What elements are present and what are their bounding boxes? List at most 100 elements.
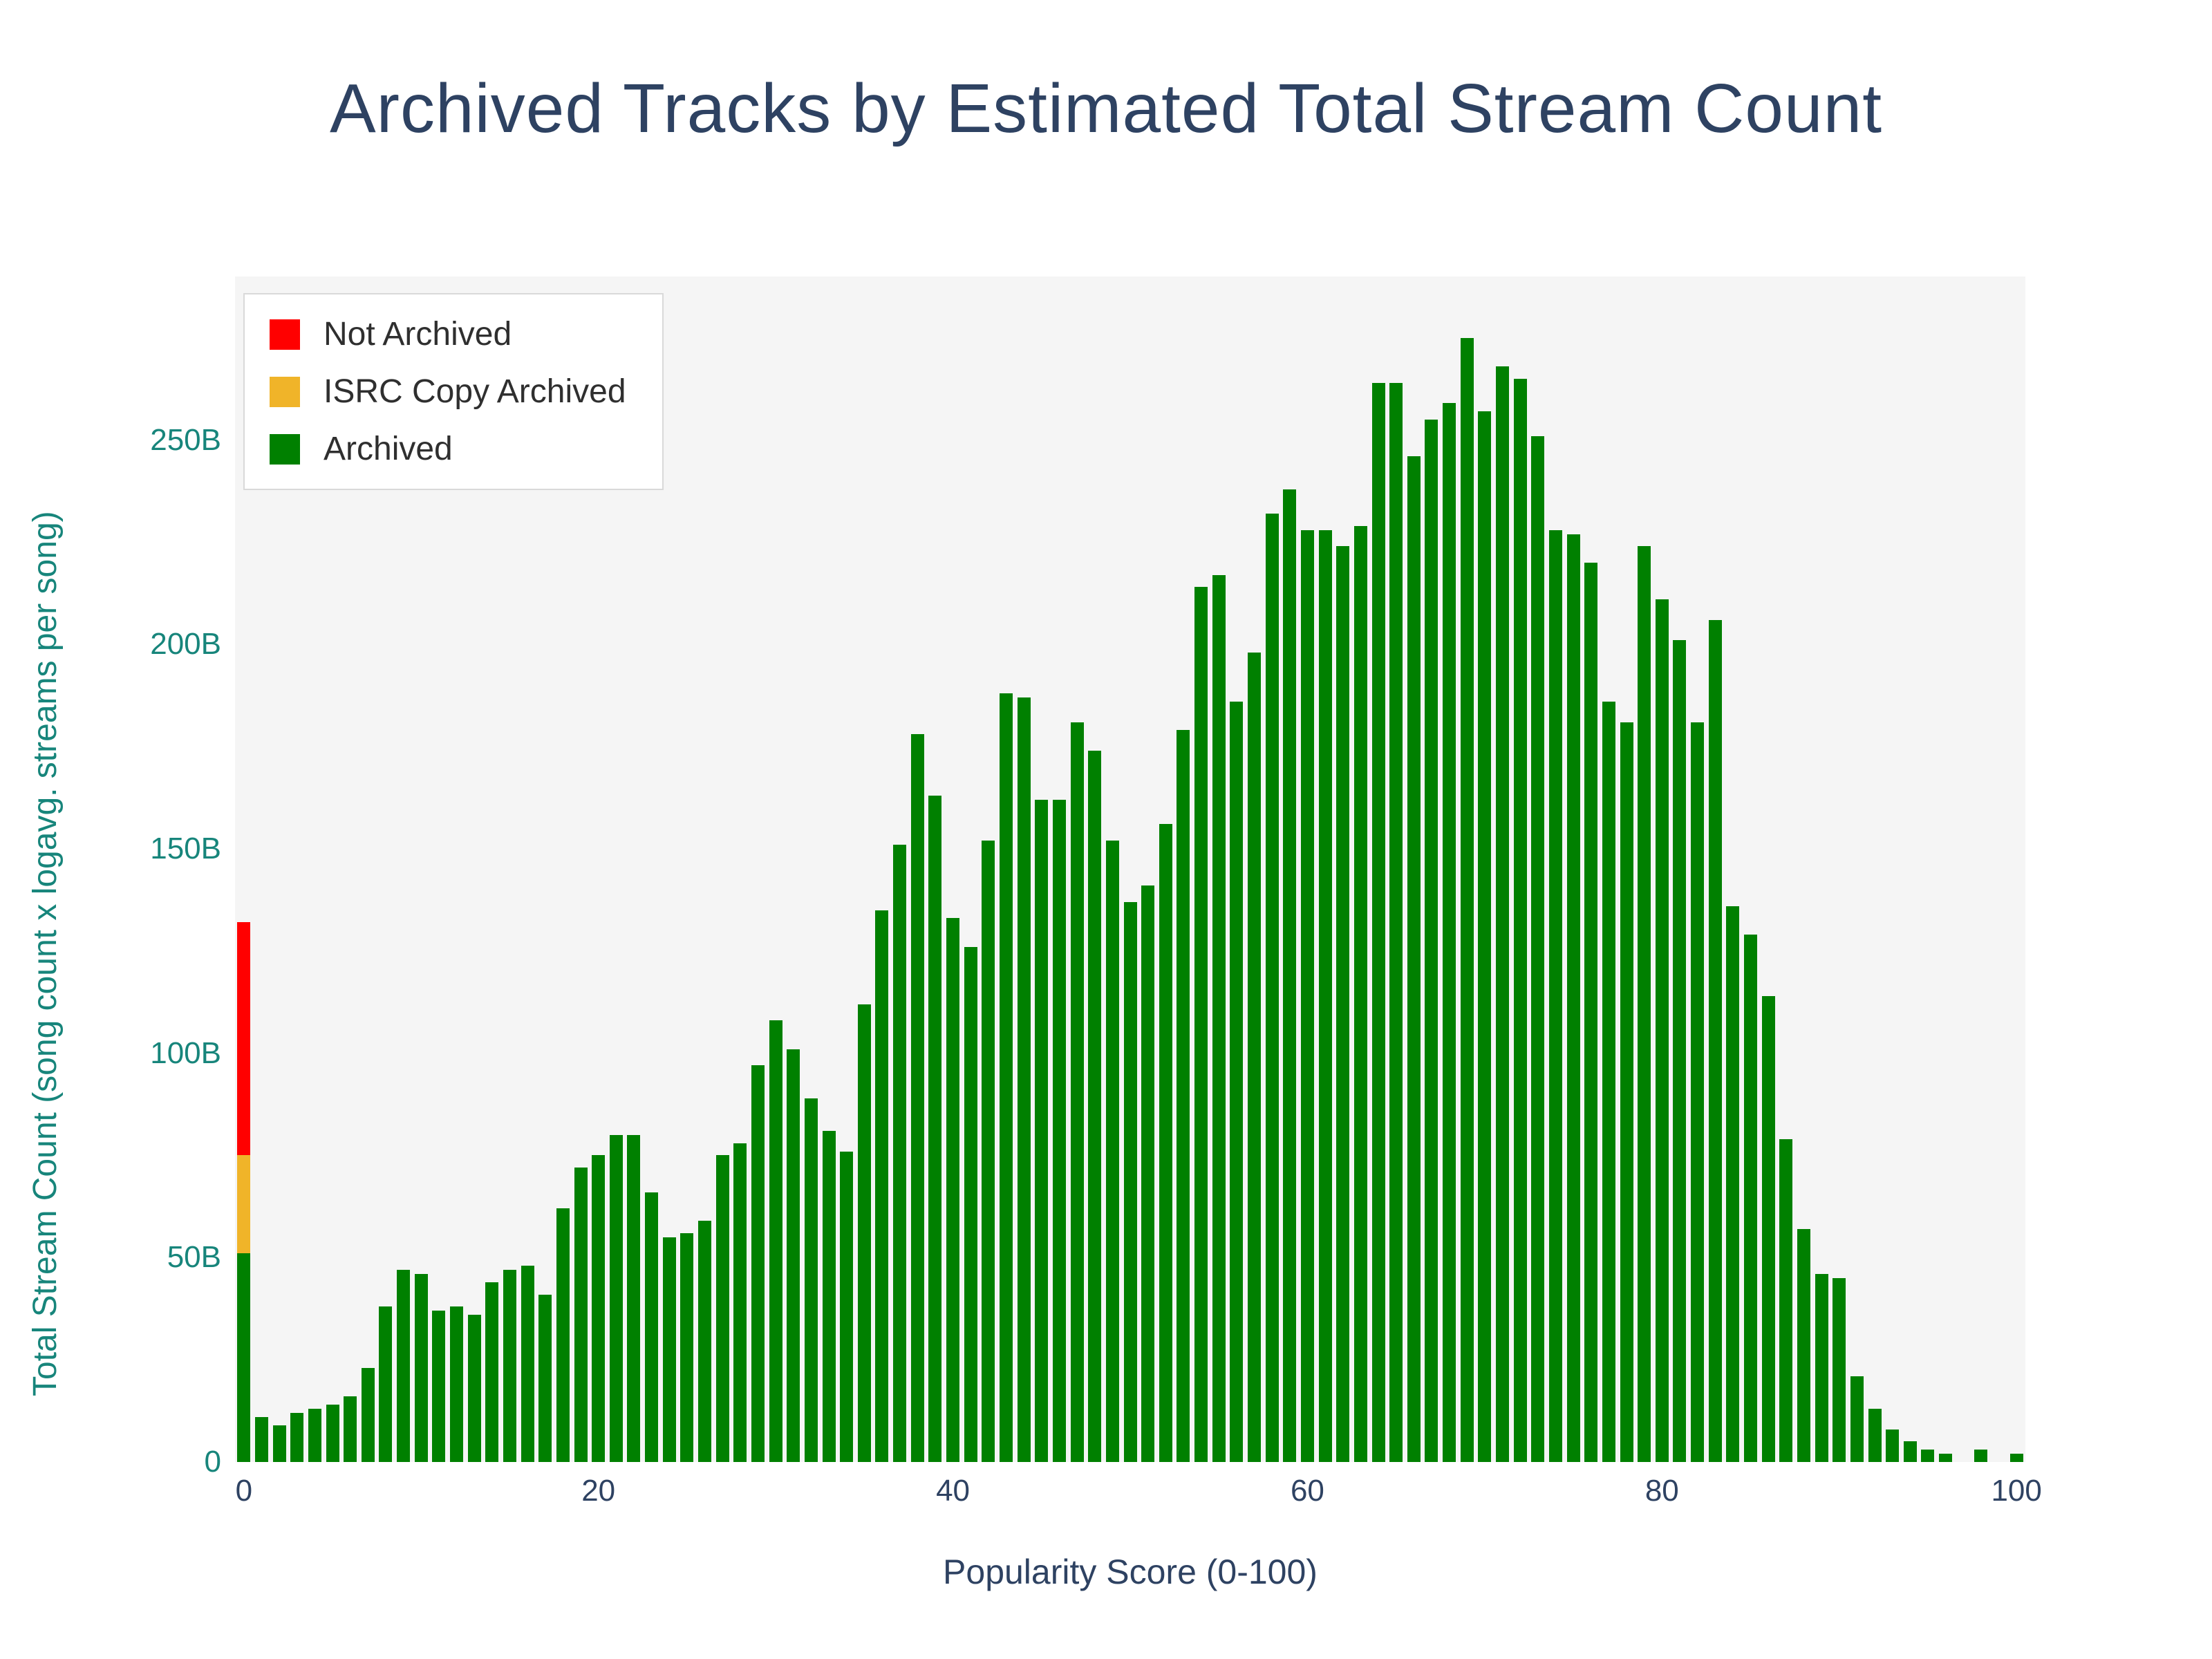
bar-segment-archived — [503, 1270, 516, 1462]
bar-segment-archived — [290, 1413, 304, 1462]
bar-segment-archived — [1655, 599, 1669, 1462]
bar-segment-archived — [556, 1208, 570, 1462]
bar-segment-archived — [414, 1273, 428, 1462]
bar-segment-archived — [680, 1232, 694, 1462]
bar-segment-archived — [1673, 640, 1687, 1462]
bar-segment-archived — [1407, 456, 1421, 1462]
bar-segment-archived — [1903, 1441, 1917, 1462]
bar-segment-archived — [1921, 1450, 1935, 1462]
bar-segment-archived — [1833, 1277, 1846, 1462]
bar-segment-archived — [982, 841, 995, 1462]
y-tick-label: 0 — [204, 1445, 221, 1479]
bar-segment-archived — [1691, 722, 1705, 1462]
bar-segment-archived — [1248, 653, 1261, 1462]
bar-segment-archived — [1088, 751, 1102, 1462]
y-tick-label: 200B — [150, 627, 221, 662]
bar-segment-archived — [1779, 1138, 1793, 1462]
bar-segment-archived — [1194, 587, 1208, 1462]
bar-segment-archived — [698, 1221, 712, 1462]
bar-segment-isrc-copy-archived — [237, 1155, 251, 1254]
bar-segment-archived — [627, 1134, 641, 1462]
bar-segment-archived — [1815, 1273, 1828, 1462]
bar-segment-archived — [521, 1266, 534, 1462]
bar-segment-archived — [254, 1416, 268, 1462]
legend-label: Not Archived — [324, 316, 512, 353]
bar-segment-archived — [574, 1168, 588, 1462]
bar-segment-archived — [1035, 799, 1049, 1462]
legend-swatch-icon — [270, 319, 300, 350]
bar-segment-archived — [1353, 525, 1367, 1462]
bar-segment-archived — [1744, 935, 1758, 1462]
bar-segment-archived — [432, 1311, 446, 1462]
plot-area — [235, 276, 2025, 1462]
bar-segment-archived — [237, 1253, 251, 1462]
x-tick-label: 20 — [581, 1474, 616, 1508]
bar-segment-archived — [1052, 799, 1066, 1462]
bar-segment-archived — [538, 1294, 552, 1462]
legend-swatch-icon — [270, 433, 300, 465]
x-tick-label: 60 — [1290, 1474, 1324, 1508]
bar-segment-archived — [1548, 529, 1562, 1462]
bar-segment-archived — [467, 1315, 481, 1462]
bar-segment-archived — [840, 1151, 854, 1462]
bar-segment-archived — [769, 1020, 782, 1462]
bar-segment-archived — [1797, 1228, 1810, 1462]
bar-segment-archived — [1708, 619, 1722, 1462]
bar-segment-archived — [1230, 702, 1244, 1462]
bar-segment-archived — [326, 1405, 339, 1462]
bar-segment-archived — [1300, 529, 1314, 1462]
bar-segment-archived — [1389, 382, 1403, 1462]
x-tick-label: 0 — [235, 1474, 253, 1508]
bar-segment-archived — [946, 918, 960, 1462]
bar-segment-archived — [751, 1065, 765, 1462]
bar-segment-archived — [361, 1367, 375, 1462]
bar-segment-archived — [1513, 378, 1527, 1462]
bar-segment-archived — [1496, 366, 1509, 1462]
bar-segment-archived — [485, 1282, 499, 1462]
x-tick-label: 100 — [1991, 1474, 2042, 1508]
bar-segment-archived — [592, 1155, 606, 1462]
bar-segment-archived — [733, 1143, 747, 1462]
bar-segment-archived — [1177, 730, 1190, 1462]
legend-label: Archived — [324, 431, 453, 467]
bar-segment-archived — [1620, 722, 1633, 1462]
bar-segment-archived — [928, 796, 942, 1462]
x-tick-label: 40 — [936, 1474, 971, 1508]
y-tick-label: 50B — [167, 1240, 221, 1275]
bar-segment-archived — [1531, 435, 1545, 1462]
bar-segment-archived — [1336, 546, 1350, 1462]
legend-item-archived[interactable]: Archived — [270, 430, 626, 468]
bar-segment-archived — [1974, 1450, 1988, 1462]
bar-segment-archived — [1638, 546, 1651, 1462]
legend: Not Archived ISRC Copy Archived Archived — [243, 293, 664, 490]
bar-segment-archived — [910, 734, 924, 1462]
bar-segment-archived — [875, 910, 889, 1462]
bar-segment-archived — [662, 1237, 676, 1462]
bar-segment-archived — [2009, 1454, 2023, 1462]
bar-segment-archived — [1283, 489, 1297, 1462]
bar-segment-archived — [1443, 403, 1456, 1462]
bar-segment-archived — [1318, 529, 1332, 1462]
bar-segment-archived — [1371, 382, 1385, 1462]
legend-item-isrc-copy-archived[interactable]: ISRC Copy Archived — [270, 373, 626, 411]
bar-segment-archived — [1265, 514, 1279, 1462]
bar-segment-archived — [715, 1155, 729, 1462]
x-tick-label: 80 — [1644, 1474, 1679, 1508]
bar-segment-archived — [1105, 841, 1119, 1462]
bar-segment-archived — [1212, 574, 1226, 1462]
y-tick-label: 150B — [150, 831, 221, 865]
bar-segment-archived — [1478, 411, 1492, 1462]
chart-title: Archived Tracks by Estimated Total Strea… — [329, 70, 1883, 147]
bar-segment-archived — [1850, 1376, 1864, 1462]
y-tick-label: 250B — [150, 422, 221, 457]
bar-segment-archived — [857, 1004, 871, 1462]
bar-segment-archived — [1460, 337, 1474, 1462]
bar-segment-archived — [308, 1409, 321, 1462]
bar-segment-archived — [1159, 824, 1172, 1462]
bar-segment-archived — [822, 1130, 836, 1462]
bar-segment-archived — [1602, 702, 1615, 1462]
legend-item-not-archived[interactable]: Not Archived — [270, 315, 626, 353]
bar-segment-archived — [1425, 419, 1438, 1462]
bar-segment-archived — [1141, 885, 1155, 1462]
bar-segment-archived — [272, 1425, 286, 1462]
